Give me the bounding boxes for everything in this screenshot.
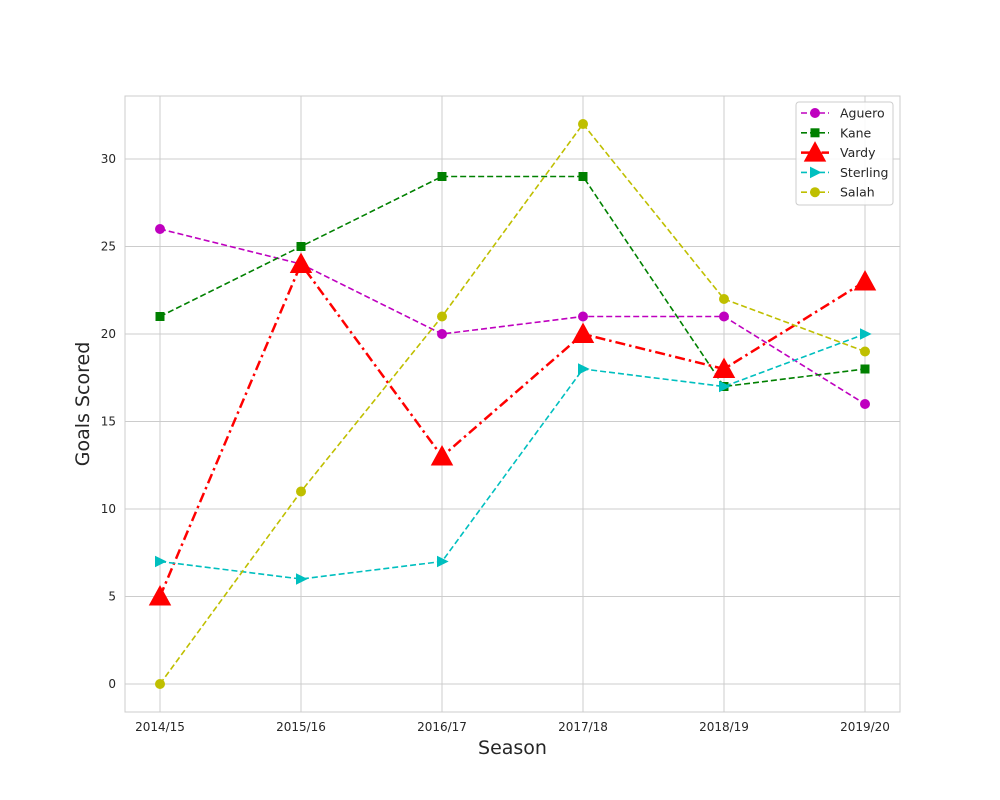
series-layer bbox=[148, 119, 877, 689]
series-vardy bbox=[148, 252, 877, 606]
data-point-aguero bbox=[437, 329, 447, 339]
data-point-aguero bbox=[155, 224, 165, 234]
y-tick-labels: 0 5 10 15 20 25 30 bbox=[101, 152, 116, 691]
data-point-kane bbox=[437, 172, 447, 181]
data-point-sterling bbox=[719, 380, 731, 393]
x-tick-label: 2015/16 bbox=[276, 720, 326, 734]
legend-marker-vardy bbox=[803, 141, 827, 162]
data-point-salah bbox=[296, 486, 306, 497]
data-point-aguero bbox=[860, 399, 870, 409]
data-point-vardy bbox=[571, 322, 595, 344]
series-salah bbox=[155, 119, 870, 689]
data-point-salah bbox=[155, 679, 165, 689]
series-kane bbox=[155, 172, 870, 391]
x-tick-label: 2014/15 bbox=[135, 720, 185, 734]
x-tick-label: 2018/19 bbox=[699, 720, 749, 734]
series-line-vardy bbox=[158, 261, 866, 597]
x-tick-label: 2016/17 bbox=[417, 720, 467, 734]
legend-box bbox=[795, 101, 894, 206]
legend-label-kane: Kane bbox=[840, 125, 872, 140]
data-point-sterling bbox=[437, 555, 449, 568]
data-point-vardy bbox=[148, 585, 172, 606]
legend-label-vardy: Vardy bbox=[840, 145, 876, 160]
data-point-aguero bbox=[578, 311, 588, 322]
data-point-salah bbox=[578, 119, 588, 129]
legend-marker-sterling bbox=[810, 166, 822, 179]
y-tick-label: 10 bbox=[101, 502, 116, 516]
x-axis-title: Season bbox=[478, 737, 547, 759]
data-point-salah bbox=[719, 294, 729, 304]
plot-area bbox=[125, 96, 900, 712]
data-point-vardy bbox=[430, 445, 454, 466]
plot-frame bbox=[124, 95, 901, 713]
x-tick-labels: 2014/15 2015/16 2016/17 2017/18 2018/19 2019/… bbox=[135, 720, 890, 734]
data-point-vardy bbox=[289, 252, 313, 274]
data-point-kane bbox=[296, 242, 306, 251]
series-line-sterling bbox=[159, 333, 866, 580]
data-point-salah bbox=[860, 346, 870, 357]
data-point-vardy bbox=[853, 270, 877, 291]
data-point-sterling bbox=[155, 555, 167, 568]
y-tick-label: 30 bbox=[101, 152, 116, 166]
data-point-vardy bbox=[712, 357, 736, 379]
x-tick-label: 2019/20 bbox=[840, 720, 890, 734]
x-tick-label: 2017/18 bbox=[558, 720, 608, 734]
data-point-salah bbox=[437, 311, 447, 322]
y-tick-label: 5 bbox=[108, 590, 116, 604]
series-sterling bbox=[155, 328, 872, 585]
y-tick-label: 25 bbox=[101, 240, 116, 254]
series-line-kane bbox=[159, 175, 866, 388]
legend-marker-kane bbox=[810, 128, 820, 138]
data-point-aguero bbox=[719, 311, 729, 322]
legend-label-sterling: Sterling bbox=[840, 165, 888, 180]
y-tick-label: 15 bbox=[101, 415, 116, 429]
legend-marker-aguero bbox=[810, 108, 820, 118]
y-tick-label: 20 bbox=[101, 327, 116, 341]
y-axis-title: Goals Scored bbox=[72, 342, 94, 466]
data-point-kane bbox=[578, 172, 588, 181]
legend: Aguero Kane Vardy Sterling Salah bbox=[795, 101, 894, 206]
data-point-sterling bbox=[860, 328, 872, 340]
grid-lines bbox=[125, 96, 900, 712]
legend-label-salah: Salah bbox=[840, 185, 875, 200]
data-point-sterling bbox=[296, 573, 308, 585]
legend-label-aguero: Aguero bbox=[840, 106, 885, 121]
legend-marker-salah bbox=[810, 187, 820, 198]
data-point-kane bbox=[155, 312, 165, 321]
series-line-salah bbox=[159, 122, 866, 685]
data-point-sterling bbox=[578, 363, 590, 375]
y-tick-label: 0 bbox=[108, 677, 116, 691]
data-point-kane bbox=[860, 364, 870, 374]
